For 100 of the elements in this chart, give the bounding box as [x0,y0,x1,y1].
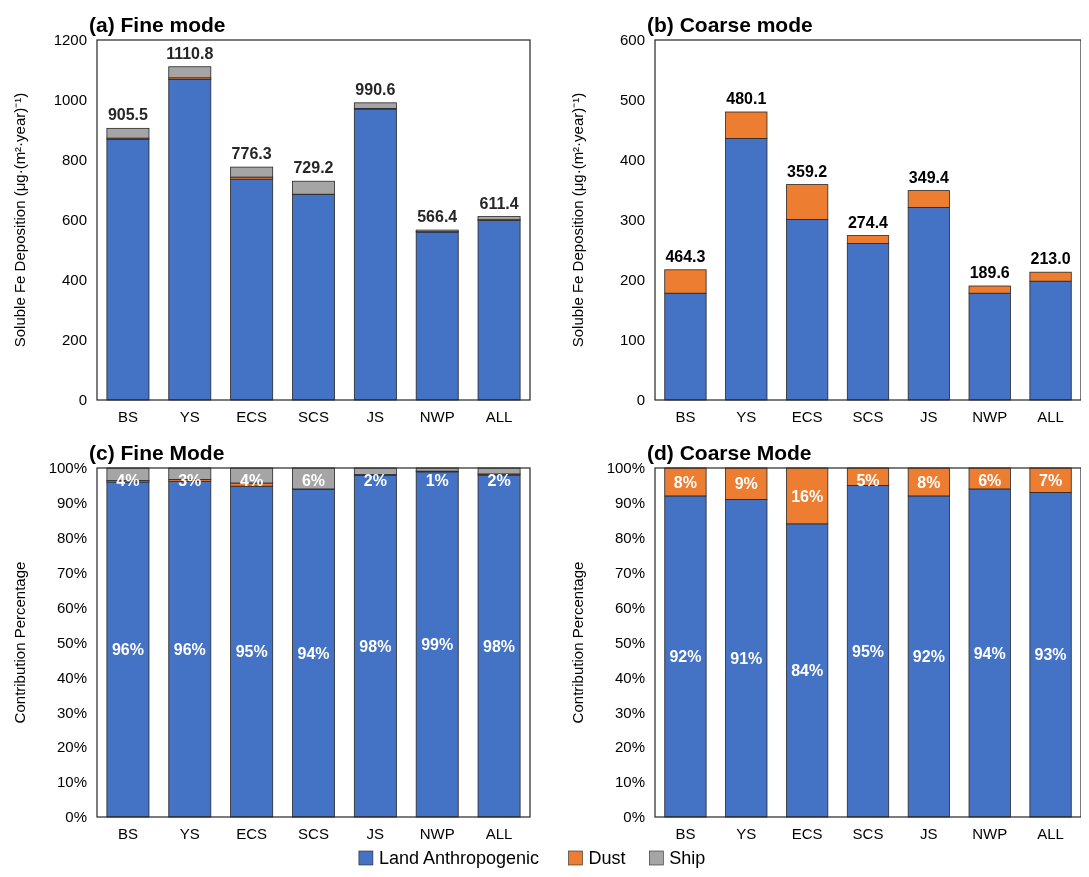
y-tick-label: 800 [61,151,87,169]
data-label: 95% [235,643,268,661]
x-tick-label: JS [366,408,385,425]
y-axis-title: Contribution Percentage [11,561,28,724]
y-tick-label: 1000 [53,91,87,109]
data-label: 99% [421,636,454,654]
data-label: 1% [425,471,449,489]
x-tick-label: SCS [298,825,329,842]
x-tick-label: NWP [419,408,455,425]
y-axis-title: Soluble Fe Deposition (μg·(m²·year)⁻¹) [11,92,28,348]
x-tick-label: ECS [791,408,823,425]
data-label: 84% [791,662,824,680]
y-tick-label: 60% [56,598,87,616]
total-label: 729.2 [293,159,334,177]
total-label: 990.6 [355,80,396,98]
data-label: 94% [297,644,330,662]
data-label: 91% [730,649,763,667]
x-tick-label: JS [920,408,938,425]
y-tick-label: 600 [619,31,645,49]
data-label: 94% [973,644,1006,662]
x-tick-label: SCS [852,408,884,425]
chart-title: (d) Coarse Mode [647,441,812,464]
data-label: 95% [851,642,885,660]
legend-label: Ship [669,848,706,868]
x-tick-label: ECS [236,408,268,425]
y-axis-title: Contribution Percentage [569,561,586,724]
x-tick-label: BS [117,825,138,842]
total-label: 776.3 [231,145,272,163]
data-label: 9% [734,475,758,493]
y-tick-label: 500 [619,91,645,109]
y-tick-label: 70% [56,563,87,581]
total-label: 611.4 [479,194,519,212]
x-tick-label: SCS [298,408,329,425]
y-tick-label: 0% [65,808,87,826]
y-tick-label: 40% [56,668,87,686]
data-label: 4% [116,471,140,489]
x-tick-label: YS [736,825,757,842]
data-label: 92% [912,648,945,666]
annotation: 359.2 [787,162,828,180]
y-tick-label: 30% [56,703,87,721]
data-label: 98% [483,637,516,655]
x-tick-label: BS [117,408,138,425]
y-tick-label: 100% [48,459,87,477]
x-tick-label: BS [675,825,696,842]
y-tick-label: 10% [56,773,87,791]
x-tick-label: NWP [972,825,1008,842]
chart-title: (b) Coarse mode [647,13,813,36]
chart-title: (c) Fine Mode [89,441,225,464]
y-tick-label: 80% [614,529,645,547]
legend-label: Dust [588,848,626,868]
data-label: 93% [1034,646,1067,664]
chart-title: (a) Fine mode [89,13,226,36]
x-tick-label: ALL [1037,825,1064,842]
x-tick-label: SCS [852,825,884,842]
annotation: 189.6 [969,264,1010,281]
data-label: 6% [301,471,326,489]
y-tick-label: 200 [61,331,87,349]
y-tick-label: 0 [636,391,645,409]
y-tick-label: 60% [614,598,645,616]
data-label: 16% [791,487,824,505]
data-label: 8% [673,473,697,491]
data-label: 92% [669,648,702,666]
data-label: 2% [487,471,511,489]
y-tick-label: 400 [619,151,645,169]
y-tick-label: 10% [614,773,645,791]
x-tick-label: NWP [972,408,1008,425]
x-tick-label: ALL [485,408,513,425]
y-tick-label: 50% [614,633,645,651]
y-tick-label: 1200 [53,31,87,49]
total-label: 1110.8 [166,44,214,62]
y-tick-label: 0% [623,808,645,826]
annotation: 464.3 [665,247,706,265]
data-label: 7% [1039,471,1063,489]
legend-label: Land Anthropogenic [378,848,540,868]
y-tick-label: 80% [56,529,87,547]
x-tick-label: BS [675,408,696,425]
y-tick-label: 20% [56,738,87,756]
y-tick-label: 100 [619,331,645,349]
x-tick-label: ALL [485,825,513,842]
x-tick-label: JS [366,825,385,842]
y-tick-label: 50% [56,633,87,651]
x-tick-label: JS [920,825,938,842]
annotation: 349.4 [908,168,949,186]
x-tick-label: YS [736,408,757,425]
data-label: 98% [359,637,392,655]
x-tick-label: YS [179,408,200,425]
y-tick-label: 90% [614,494,645,512]
x-tick-label: NWP [419,825,455,842]
y-tick-label: 20% [614,738,645,756]
data-label: 6% [978,471,1002,489]
total-label: 566.4 [417,208,458,226]
y-tick-label: 40% [614,668,645,686]
data-label: 2% [363,471,387,489]
y-tick-label: 90% [56,494,87,512]
y-tick-label: 0 [78,391,87,409]
y-tick-label: 100% [606,459,645,477]
y-tick-label: 70% [614,563,645,581]
y-tick-label: 400 [61,271,87,289]
y-tick-label: 200 [619,271,645,289]
x-tick-label: YS [179,825,200,842]
